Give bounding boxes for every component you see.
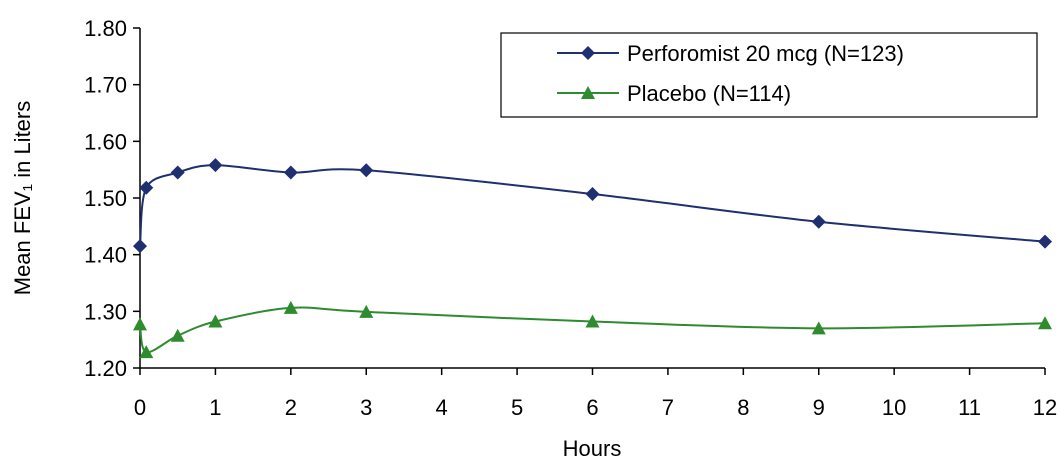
data-point-diamond <box>133 239 147 254</box>
y-tick-label: 1.60 <box>84 129 127 154</box>
data-point-diamond <box>208 158 223 173</box>
legend-item-placebo: Placebo (N=114) <box>557 81 791 106</box>
x-tick-label: 7 <box>662 395 674 420</box>
x-tick-label: 8 <box>737 395 749 420</box>
y-axis-ticks: 1.20 1.30 1.40 1.50 1.60 1.70 1.80 <box>84 16 140 381</box>
legend-item-perforomist: Perforomist 20 mcg (N=123) <box>557 41 904 66</box>
data-point-diamond <box>139 180 154 195</box>
legend: Perforomist 20 mcg (N=123) Placebo (N=11… <box>500 32 1038 118</box>
legend-label-perforomist: Perforomist 20 mcg (N=123) <box>627 41 904 66</box>
data-point-diamond <box>585 187 600 202</box>
legend-diamond-icon <box>581 46 595 60</box>
legend-triangle-icon <box>581 86 595 99</box>
y-tick-label: 1.30 <box>84 299 127 324</box>
data-point-triangle <box>170 328 185 342</box>
data-point-diamond <box>283 165 298 180</box>
y-tick-label: 1.80 <box>84 16 127 41</box>
data-point-diamond <box>1038 234 1052 249</box>
x-tick-label: 1 <box>209 395 221 420</box>
x-axis-ticks: 0 1 2 3 4 5 6 7 8 9 10 11 12 <box>134 368 1057 420</box>
x-tick-label: 5 <box>511 395 523 420</box>
x-tick-label: 9 <box>813 395 825 420</box>
x-axis-title: Hours <box>563 436 622 461</box>
y-tick-label: 1.70 <box>84 73 127 98</box>
legend-box <box>500 32 1038 118</box>
data-point-triangle <box>1038 316 1052 330</box>
data-point-triangle <box>359 304 374 318</box>
series-layer <box>133 158 1052 359</box>
x-tick-label: 10 <box>882 395 906 420</box>
series-perforomist <box>133 158 1052 254</box>
series-placebo <box>133 300 1052 359</box>
x-tick-label: 0 <box>134 395 146 420</box>
y-tick-label: 1.50 <box>84 186 127 211</box>
x-tick-label: 6 <box>586 395 598 420</box>
series-line <box>139 164 1046 247</box>
y-tick-label: 1.20 <box>84 356 127 381</box>
data-point-triangle <box>139 345 154 359</box>
data-point-triangle <box>133 317 147 331</box>
data-point-triangle <box>585 314 600 328</box>
data-point-diamond <box>811 214 826 229</box>
x-tick-label: 12 <box>1033 395 1057 420</box>
data-point-diamond <box>170 165 185 180</box>
x-tick-label: 11 <box>958 395 981 420</box>
data-point-triangle <box>208 314 223 328</box>
legend-label-placebo: Placebo (N=114) <box>627 81 791 106</box>
x-tick-label: 2 <box>285 395 297 420</box>
y-axis-title: Mean FEV₁ in Liters <box>10 101 35 296</box>
series-line <box>139 306 1046 354</box>
data-point-diamond <box>359 163 374 178</box>
x-tick-label: 3 <box>360 395 372 420</box>
data-point-triangle <box>283 300 298 314</box>
y-tick-label: 1.40 <box>84 243 127 268</box>
x-tick-label: 4 <box>436 395 448 420</box>
data-point-triangle <box>811 321 826 335</box>
